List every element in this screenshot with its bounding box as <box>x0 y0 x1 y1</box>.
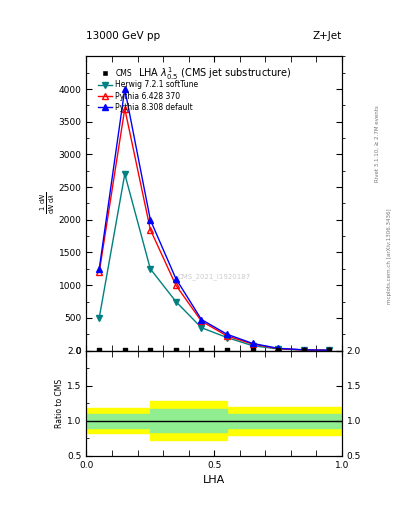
Legend: CMS, Herwig 7.2.1 softTune, Pythia 6.428 370, Pythia 8.308 default: CMS, Herwig 7.2.1 softTune, Pythia 6.428… <box>95 66 202 115</box>
Point <box>250 346 256 354</box>
Text: Rivet 3.1.10, ≥ 2.7M events: Rivet 3.1.10, ≥ 2.7M events <box>375 105 380 182</box>
Point <box>326 346 332 354</box>
Point <box>224 346 230 354</box>
Y-axis label: Ratio to CMS: Ratio to CMS <box>55 378 64 428</box>
Point <box>301 346 307 354</box>
Point <box>173 346 179 354</box>
Y-axis label: $\frac{1}{\mathrm{d}N}\frac{\mathrm{d}N}{\mathrm{d}\lambda}$: $\frac{1}{\mathrm{d}N}\frac{\mathrm{d}N}… <box>39 193 57 215</box>
Point <box>198 346 205 354</box>
Point <box>122 346 128 354</box>
Text: LHA $\lambda^{1}_{0.5}$ (CMS jet substructure): LHA $\lambda^{1}_{0.5}$ (CMS jet substru… <box>138 65 291 82</box>
Text: Z+Jet: Z+Jet <box>313 31 342 41</box>
Point <box>147 346 153 354</box>
Text: 13000 GeV pp: 13000 GeV pp <box>86 31 161 41</box>
X-axis label: LHA: LHA <box>203 475 225 485</box>
Point <box>96 346 102 354</box>
Point <box>275 346 281 354</box>
Text: mcplots.cern.ch [arXiv:1306.3436]: mcplots.cern.ch [arXiv:1306.3436] <box>387 208 391 304</box>
Text: CMS_2021_I1920187: CMS_2021_I1920187 <box>178 273 251 281</box>
